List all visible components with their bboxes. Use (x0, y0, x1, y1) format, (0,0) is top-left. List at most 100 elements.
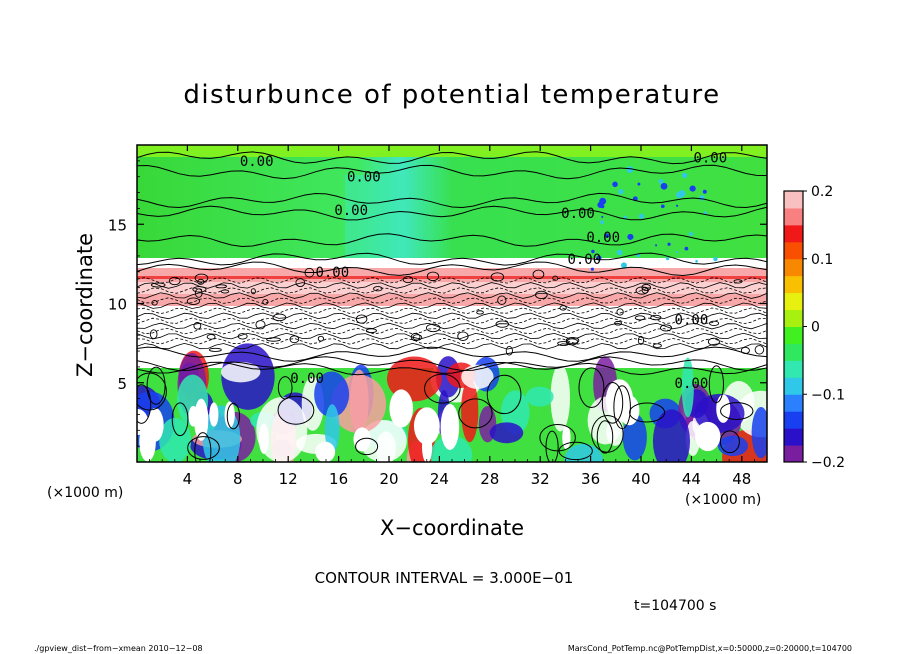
field-speckle (601, 215, 604, 218)
contour-loop (505, 345, 513, 356)
contour-loop (237, 333, 248, 340)
contour-loop (168, 276, 181, 286)
colorbar-segment (784, 292, 803, 311)
x-axis-ticks: 4 8 12 16 20 24 28 32 36 40 44 48 (149, 145, 755, 488)
colorbar-segment (784, 445, 803, 463)
field-speckle (702, 189, 707, 194)
colorbar-segment (784, 411, 803, 429)
contour-loop (266, 337, 281, 342)
contour-loop (206, 334, 216, 340)
field-blob (622, 413, 647, 461)
contour-line-dense (137, 332, 767, 340)
contour-loop (733, 279, 743, 284)
contour-loop (559, 305, 567, 311)
field-blob (652, 409, 691, 462)
y-axis-ticks: 5 10 15 (108, 160, 767, 447)
field-blob (461, 379, 479, 443)
x-axis-label: X−coordinate (380, 516, 524, 540)
field-speckle (626, 166, 634, 173)
contour-line-dense (137, 322, 767, 330)
contour-loop (532, 269, 545, 280)
field-core (209, 402, 219, 427)
colorbar-segment (784, 309, 803, 327)
contour-loop (304, 267, 315, 278)
contour-lines (137, 151, 767, 462)
y-tick-label: 15 (108, 216, 127, 234)
contour-label: 0.00 (315, 265, 349, 281)
contour-loop (194, 273, 209, 283)
field-speckle (667, 242, 671, 246)
contour-loop-lower (424, 373, 461, 404)
contour-line-dense (137, 317, 767, 325)
contour-label: 0.00 (567, 252, 601, 268)
field-speckle (660, 204, 665, 209)
contour-labels: 0.00 0.00 0.00 0.00 0.00 0.00 0.00 0.00 0.00 0.00… (240, 151, 727, 392)
field-speckle (689, 231, 693, 236)
field-speckle (600, 220, 605, 225)
field-blob (314, 371, 350, 418)
field-speckle (638, 213, 645, 219)
field-top-strip (137, 145, 767, 157)
contour-line (137, 205, 767, 221)
field-speckle (676, 251, 679, 254)
contour-loop-lower (226, 402, 241, 430)
field-core (605, 379, 634, 421)
contour-label: 0.00 (693, 151, 727, 167)
x-tick-label: 44 (682, 470, 701, 488)
field-speckle (620, 262, 627, 269)
field-blob (220, 361, 261, 383)
contour-label: 0.00 (586, 230, 620, 246)
contour-loop-lower (578, 367, 605, 409)
contour-loop (497, 295, 507, 305)
contour-loop (355, 314, 368, 324)
field-core (389, 389, 414, 428)
field-speckle (627, 233, 634, 240)
x-tick-label: 16 (329, 470, 348, 488)
field-speckle (660, 182, 668, 190)
contour-loop (208, 347, 222, 352)
contour-loop (402, 276, 414, 284)
contour-line (137, 356, 767, 372)
contour-loop (740, 346, 750, 355)
contour-loop (194, 288, 203, 298)
contour-label: 0.00 (347, 170, 381, 186)
contour-loop (557, 341, 570, 346)
colorbar-segment (784, 191, 803, 209)
contour-loop (490, 272, 505, 282)
colorbar-segment (784, 428, 803, 446)
x-tick-label: 12 (279, 470, 298, 488)
field-speckle (684, 246, 689, 251)
contour-line (137, 261, 767, 277)
field-blob (489, 422, 524, 444)
x-unit-right: (×1000 m) (685, 492, 761, 508)
contour-loop (365, 328, 377, 334)
contour-loop-lower (596, 420, 614, 454)
contour-loop (426, 323, 441, 333)
field-speckle (665, 256, 670, 261)
contour-loop (495, 320, 510, 328)
contour-loop (641, 286, 649, 294)
field-speckle (590, 267, 594, 271)
colorbar (783, 190, 804, 463)
field-speckle (689, 185, 696, 192)
x-tick-label: 36 (581, 470, 600, 488)
field-speckle (655, 244, 658, 247)
contour-loop (708, 320, 720, 326)
contour-loop (552, 275, 559, 281)
contour-loop (192, 286, 207, 293)
contour-loop (616, 308, 624, 316)
contour-loop (150, 282, 166, 288)
contour-loop-lower (458, 398, 493, 429)
field-core (258, 423, 269, 454)
y-tick-label: 10 (108, 296, 127, 314)
contour-loop (565, 338, 579, 346)
contour-loop-lower (187, 436, 220, 460)
field-blob (751, 407, 767, 459)
field-speckle (637, 182, 641, 186)
field-core (315, 441, 336, 462)
colorbar-segment (784, 275, 803, 294)
field-blob (717, 435, 749, 457)
contour-loop-lower (355, 437, 379, 456)
field-blob (550, 364, 571, 432)
field-speckle (699, 195, 705, 201)
